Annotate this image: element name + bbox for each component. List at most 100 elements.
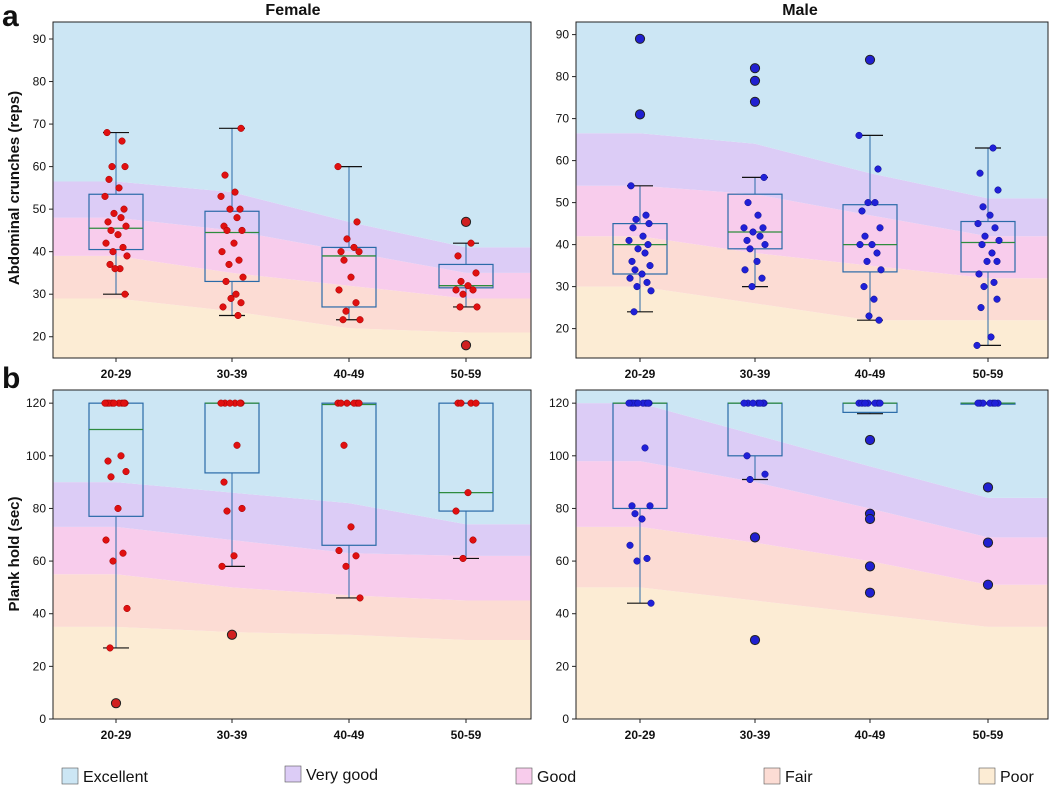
data-point [105,175,113,183]
data-point [856,241,864,249]
data-point [978,241,986,249]
data-point [875,316,883,324]
ytick-label: 50 [556,196,570,210]
xtick-label: 40-49 [855,728,886,742]
data-point [647,599,655,607]
data-point [625,236,633,244]
title-female: Female [265,2,320,19]
data-point [356,316,364,324]
data-point [638,270,646,278]
chart-crunches-female: 20 30 40 50 60 70 80 90 20-29 30-39 40-49 50-59 [33,21,532,381]
outlier-point [749,96,761,107]
data-point [103,129,111,137]
data-point [106,644,114,652]
band-fair [53,255,531,333]
data-point [993,257,1001,265]
data-point [758,274,766,282]
points-50-59 [973,144,1003,349]
xtick-label: 20-29 [101,728,132,742]
data-point [219,303,227,311]
data-point [339,316,347,324]
points-30-39 [740,399,769,484]
data-point [754,211,762,219]
data-point [988,249,996,257]
ytick-label: 100 [26,449,46,463]
points-40-49 [855,131,885,324]
data-point [101,192,109,200]
data-point [355,399,363,407]
data-point [230,239,238,247]
points-30-39 [217,399,246,570]
data-point [107,473,115,481]
data-point [236,205,244,213]
points-40-49 [334,163,364,324]
data-point [864,199,872,207]
data-point [472,269,480,277]
data-point [220,478,228,486]
ytick-label: 70 [556,112,570,126]
data-point [871,199,879,207]
data-point [347,523,355,531]
box-iqr [321,246,377,308]
band-excellent [576,390,1048,498]
data-point [121,163,129,171]
data-point [989,144,997,152]
data-point [236,399,244,407]
data-point [104,457,112,465]
data-point [877,266,885,274]
outlier-point [864,434,876,446]
data-point [221,171,229,179]
data-point [237,299,245,307]
data-point [630,308,638,316]
data-point [746,475,754,484]
data-point [994,186,1002,194]
data-point [743,236,751,244]
data-point [223,507,231,515]
ytick-label: 80 [556,70,570,84]
data-point [861,399,869,407]
data-point [993,295,1001,303]
outlier-point [749,63,761,74]
xtick-label: 30-39 [217,728,248,742]
legend-swatch-fair [763,767,781,785]
outlier-point [634,109,646,120]
band-poor [576,587,1048,719]
panel-label-a: a [2,0,19,33]
data-point [102,536,110,544]
data-point [759,224,767,232]
data-point [975,270,983,278]
data-point [355,248,363,256]
ytick-label: 70 [33,117,47,131]
data-point [873,249,881,257]
data-point [631,266,639,274]
xtick-label: 40-49 [334,367,365,381]
legend-item-excellent: Excellent [61,767,148,786]
data-point [464,282,472,290]
data-point [335,286,343,294]
data-point [340,256,348,264]
data-point [865,312,873,320]
data-point [629,224,637,232]
data-point [861,232,869,240]
data-point [643,554,651,562]
outlier-point [226,629,238,640]
data-point [238,504,246,512]
ytick-label: 120 [26,396,46,410]
ytick-label: 60 [33,554,47,568]
data-point [634,399,642,407]
data-point [628,502,636,510]
data-point [740,224,748,232]
xtick-label: 50-59 [451,367,482,381]
legend-label-excellent: Excellent [83,769,148,786]
data-point [991,399,999,407]
title-male: Male [782,2,818,19]
data-point [876,399,884,407]
data-point [646,262,654,270]
data-point [452,286,460,294]
xtick-label: 20-29 [625,728,656,742]
data-point [855,131,863,139]
points-20-29 [625,399,655,607]
legend-label-fair: Fair [785,769,813,786]
outlier-point [982,579,994,590]
outlier-point [864,561,876,572]
